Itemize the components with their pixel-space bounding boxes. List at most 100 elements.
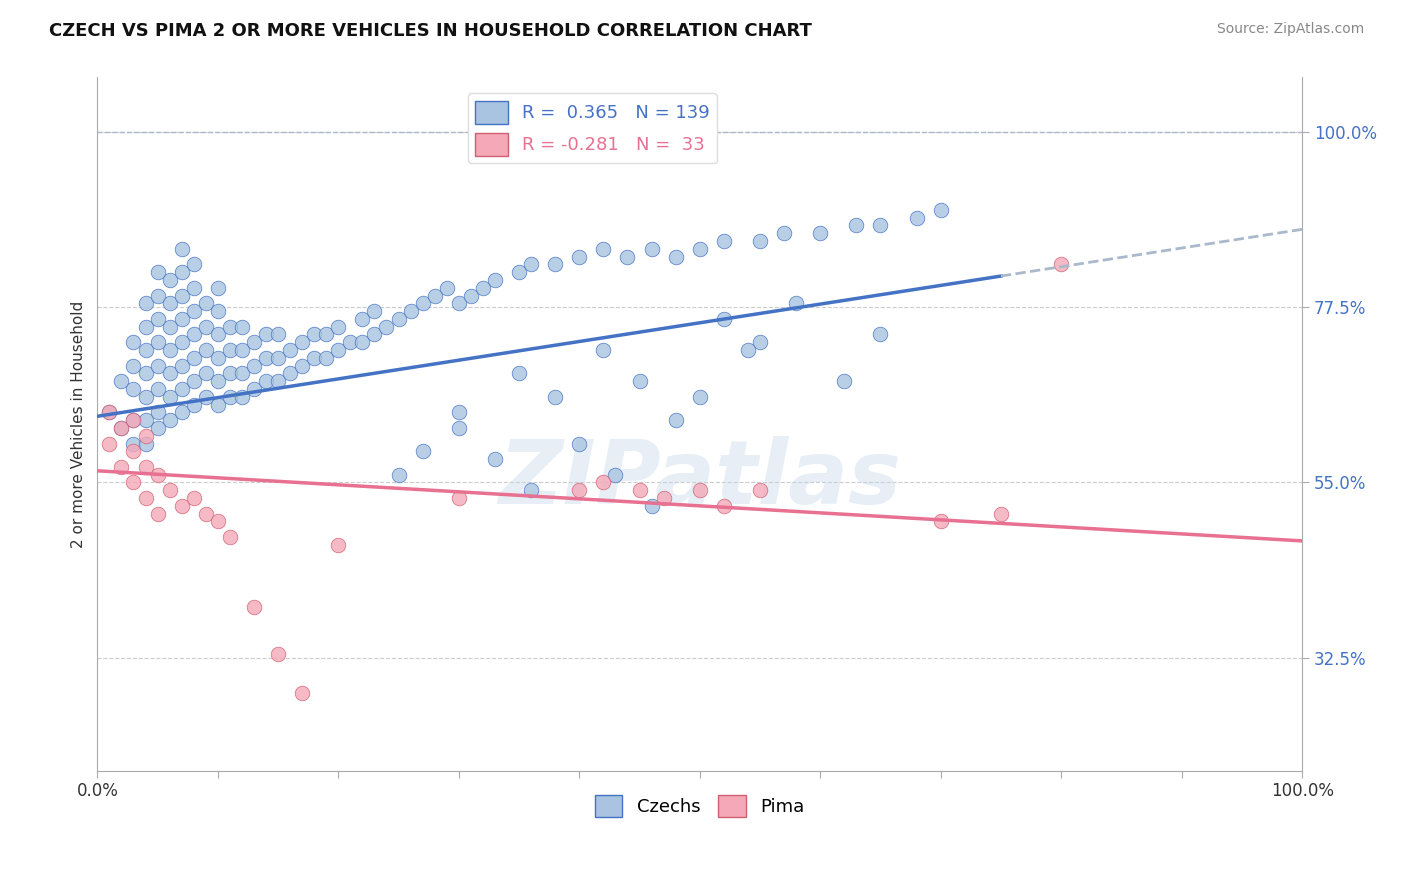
Point (146, 265, 169, 279)
Point (267, 647, 290, 661)
Point (207, 398, 229, 412)
Point (98, 405, 121, 419)
Point (302, 327, 325, 342)
Point (159, 413, 181, 427)
Point (484, 273, 506, 287)
Point (278, 367, 301, 381)
Point (122, 335, 145, 350)
Point (592, 475, 614, 490)
Point (254, 351, 277, 365)
Point (737, 343, 759, 357)
Point (845, 219, 868, 233)
Point (122, 413, 145, 427)
Point (170, 312, 193, 326)
Point (412, 296, 434, 310)
Point (254, 374, 277, 388)
Point (423, 288, 446, 302)
Point (135, 413, 157, 427)
Point (254, 327, 277, 342)
Point (447, 405, 470, 419)
Point (159, 296, 181, 310)
Point (243, 600, 266, 615)
Point (267, 374, 290, 388)
Point (689, 390, 711, 404)
Point (447, 491, 470, 505)
Point (399, 304, 422, 318)
Point (447, 421, 470, 435)
Point (592, 343, 614, 357)
Point (146, 507, 169, 521)
Point (170, 265, 193, 279)
Point (291, 359, 314, 373)
Point (749, 483, 772, 498)
Point (929, 202, 952, 217)
Point (243, 382, 266, 396)
Point (183, 281, 205, 295)
Point (218, 367, 240, 381)
Point (328, 319, 350, 334)
Point (110, 374, 132, 388)
Point (484, 452, 506, 467)
Point (218, 390, 240, 404)
Point (110, 421, 132, 435)
Point (267, 327, 290, 342)
Point (194, 319, 217, 334)
Point (508, 265, 530, 279)
Point (243, 359, 266, 373)
Point (194, 296, 217, 310)
Point (544, 257, 567, 271)
Point (122, 413, 145, 427)
Point (170, 335, 193, 350)
Point (713, 499, 735, 513)
Point (568, 436, 591, 450)
Point (605, 467, 627, 482)
Point (159, 343, 181, 357)
Point (170, 405, 193, 419)
Point (808, 226, 831, 240)
Point (135, 319, 157, 334)
Point (183, 374, 205, 388)
Point (291, 686, 314, 700)
Point (231, 390, 253, 404)
Point (183, 398, 205, 412)
Point (207, 304, 229, 318)
Point (194, 343, 217, 357)
Point (387, 312, 409, 326)
Point (460, 288, 482, 302)
Point (628, 483, 651, 498)
Point (135, 436, 157, 450)
Point (122, 382, 145, 396)
Point (110, 459, 132, 474)
Point (122, 359, 145, 373)
Point (159, 483, 181, 498)
Point (98, 405, 121, 419)
Point (689, 242, 711, 256)
Point (146, 382, 169, 396)
Point (159, 367, 181, 381)
Point (207, 281, 229, 295)
Point (231, 343, 253, 357)
Point (243, 335, 266, 350)
Point (328, 538, 350, 552)
Point (713, 312, 735, 326)
Point (749, 234, 772, 248)
Point (749, 335, 772, 350)
Point (122, 436, 145, 450)
Point (508, 367, 530, 381)
Point (135, 343, 157, 357)
Point (183, 491, 205, 505)
Point (905, 211, 928, 225)
Point (278, 343, 301, 357)
Point (363, 304, 385, 318)
Point (471, 281, 494, 295)
Point (315, 351, 337, 365)
Point (592, 242, 614, 256)
Point (170, 382, 193, 396)
Text: Source: ZipAtlas.com: Source: ZipAtlas.com (1216, 22, 1364, 37)
Point (218, 343, 240, 357)
Point (869, 219, 891, 233)
Point (146, 467, 169, 482)
Point (568, 483, 591, 498)
Point (159, 390, 181, 404)
Point (146, 359, 169, 373)
